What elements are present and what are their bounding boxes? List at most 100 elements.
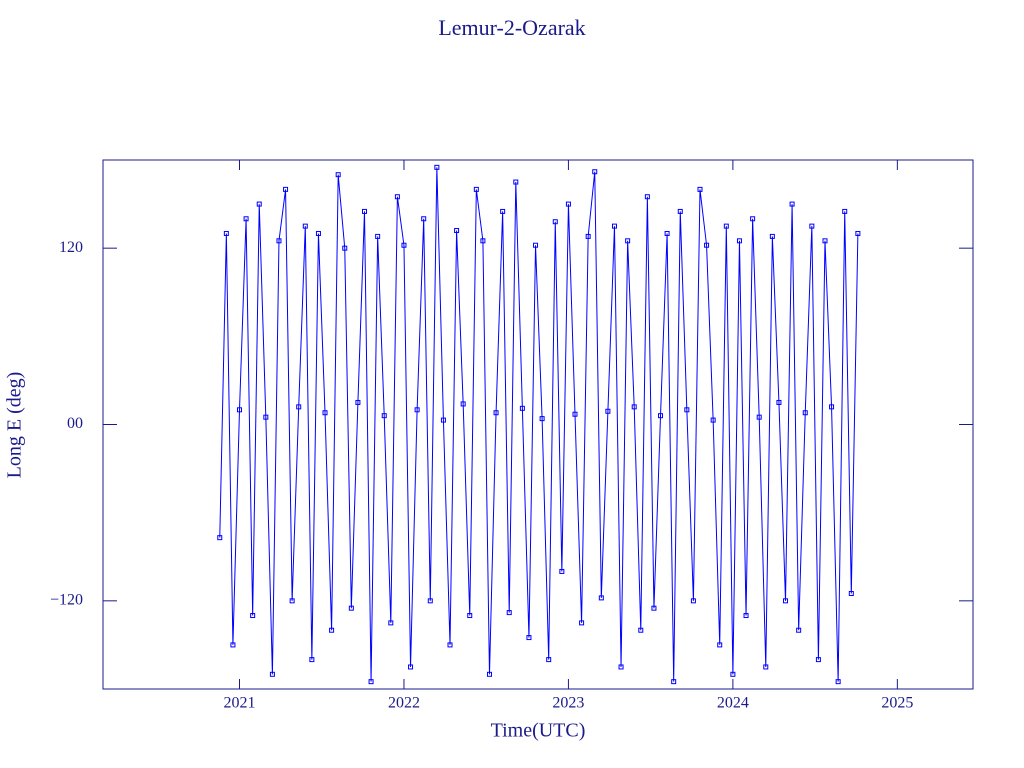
point — [651, 605, 657, 611]
point — [704, 242, 710, 248]
point — [243, 216, 249, 222]
point — [697, 186, 703, 192]
y-tick-label: −120 — [50, 592, 83, 609]
point — [625, 238, 631, 244]
point — [756, 414, 762, 420]
point — [493, 410, 499, 416]
point — [348, 605, 354, 611]
point — [486, 671, 492, 677]
point — [440, 417, 446, 423]
point — [506, 610, 512, 616]
point — [309, 657, 315, 663]
point — [289, 598, 295, 604]
point — [467, 613, 473, 619]
point — [855, 230, 861, 236]
point — [322, 410, 328, 416]
point — [644, 194, 650, 200]
point — [269, 671, 275, 677]
point — [769, 233, 775, 239]
point — [315, 230, 321, 236]
point — [592, 169, 598, 175]
point — [763, 664, 769, 670]
point — [638, 627, 644, 633]
point — [454, 228, 460, 234]
x-tick-label: 2023 — [552, 695, 584, 712]
point — [572, 411, 578, 417]
y-tick-label: 00 — [67, 415, 83, 432]
point — [414, 407, 420, 413]
point — [723, 223, 729, 229]
point — [342, 245, 348, 251]
point — [302, 223, 308, 229]
point — [796, 627, 802, 633]
chart-title: Lemur-2-Ozarak — [438, 15, 585, 40]
x-tick-label: 2025 — [881, 695, 913, 712]
point — [434, 164, 440, 170]
point — [401, 242, 407, 248]
point — [276, 238, 282, 244]
point — [664, 230, 670, 236]
point — [250, 613, 256, 619]
x-tick-label: 2024 — [717, 695, 749, 712]
point — [585, 233, 591, 239]
point — [802, 410, 808, 416]
point — [335, 172, 341, 178]
point — [388, 620, 394, 626]
point — [835, 679, 841, 685]
point — [684, 407, 690, 413]
x-tick-label: 2021 — [224, 695, 256, 712]
point — [815, 657, 821, 663]
point — [717, 642, 723, 648]
point — [658, 413, 664, 419]
y-tick-label: 120 — [59, 239, 83, 256]
point — [565, 201, 571, 207]
point — [618, 664, 624, 670]
point — [519, 405, 525, 411]
x-axis-label: Time(UTC) — [491, 720, 586, 742]
point — [677, 208, 683, 214]
point — [829, 404, 835, 410]
point — [579, 620, 585, 626]
point — [526, 635, 532, 641]
point — [447, 642, 453, 648]
point — [710, 417, 716, 423]
point — [361, 208, 367, 214]
point — [223, 230, 229, 236]
point — [283, 186, 289, 192]
y-axis-label: Long E (deg) — [4, 372, 26, 479]
point — [237, 407, 243, 413]
point — [783, 598, 789, 604]
point — [842, 208, 848, 214]
point — [381, 413, 387, 419]
point — [789, 201, 795, 207]
point — [848, 590, 854, 596]
point — [671, 679, 677, 685]
point — [368, 679, 374, 685]
point — [394, 194, 400, 200]
point — [329, 627, 335, 633]
point — [421, 216, 427, 222]
point — [375, 233, 381, 239]
point — [605, 408, 611, 414]
point — [822, 238, 828, 244]
point — [473, 186, 479, 192]
point — [730, 671, 736, 677]
point — [809, 223, 815, 229]
point — [631, 404, 637, 410]
point — [427, 598, 433, 604]
point — [598, 595, 604, 601]
point — [296, 404, 302, 410]
point — [263, 414, 269, 420]
point — [611, 223, 617, 229]
point — [736, 238, 742, 244]
x-tick-label: 2022 — [388, 695, 420, 712]
point — [546, 657, 552, 663]
point — [559, 568, 565, 574]
series-line — [219, 167, 859, 682]
point — [408, 664, 414, 670]
point — [256, 201, 262, 207]
point — [513, 179, 519, 185]
point — [552, 219, 558, 225]
